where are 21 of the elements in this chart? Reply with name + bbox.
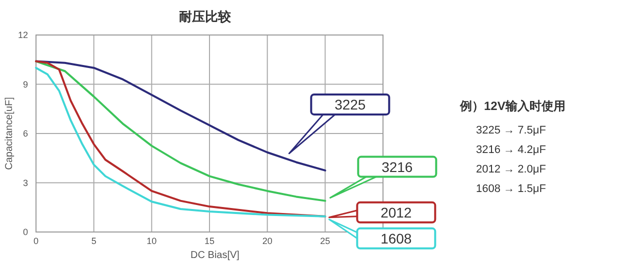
- y-axis-title: Capacitance[uF]: [4, 96, 15, 170]
- legend-label: 2012: [380, 204, 412, 220]
- chart-title: 耐压比较: [179, 9, 232, 24]
- y-tick-label: 12: [18, 30, 28, 40]
- y-tick-label: 6: [22, 128, 28, 138]
- y-tick-label: 3: [22, 178, 28, 188]
- y-tick-label: 9: [22, 79, 28, 90]
- text: 2012 → 2.0μF: [476, 164, 546, 176]
- text: 3225 → 7.5μF: [476, 124, 546, 136]
- y-tick-label: 0: [22, 227, 28, 237]
- text: 例）12V输入时使用: [459, 99, 566, 113]
- x-tick-label: 25: [320, 236, 330, 246]
- legend-label: 1608: [380, 230, 412, 246]
- x-tick-label: 15: [204, 236, 215, 246]
- x-tick-label: 0: [33, 236, 39, 246]
- x-tick-label: 5: [91, 236, 96, 246]
- text: 1608 → 1.5μF: [476, 183, 546, 195]
- text: 3216 → 4.2μF: [476, 144, 546, 156]
- x-tick-label: 10: [146, 236, 157, 246]
- x-tick-label: 20: [262, 236, 272, 246]
- x-axis-title: DC Bias[V]: [190, 250, 240, 261]
